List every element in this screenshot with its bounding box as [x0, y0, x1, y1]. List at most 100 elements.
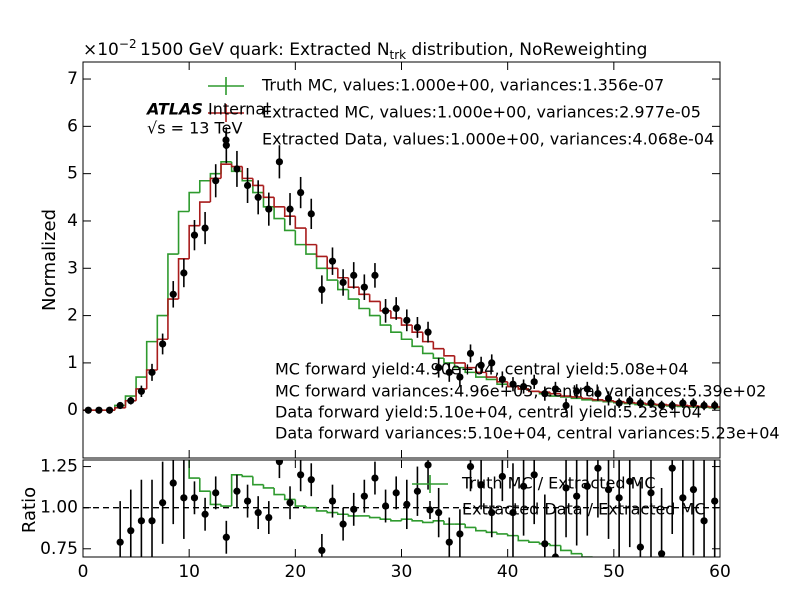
data-point: [254, 509, 262, 517]
data-point: [318, 285, 326, 294]
step-segment: [570, 396, 582, 398]
data-point: [212, 489, 220, 497]
step-segment: [347, 277, 360, 289]
plot-area: [83, 127, 720, 414]
data-point: [286, 499, 294, 507]
step-segment: [156, 338, 168, 370]
step-segment: [262, 484, 275, 489]
data-point: [541, 390, 549, 398]
data-point: [116, 401, 124, 410]
step-segment: [635, 570, 646, 573]
data-point: [573, 387, 581, 395]
data-point: [297, 471, 305, 479]
data-point: [318, 546, 326, 555]
data-point: [201, 510, 209, 518]
step-segment: [475, 367, 487, 374]
step-segment: [421, 332, 434, 343]
step-segment: [358, 299, 370, 310]
step-segment: [168, 442, 179, 454]
data-point: [381, 502, 390, 510]
step-segment: [262, 185, 275, 199]
step-segment: [179, 442, 190, 457]
data-point: [498, 375, 506, 384]
y-tick-label: 0: [67, 400, 78, 420]
legend-label: Extracted Data, values:1.000e+00, varian…: [262, 130, 714, 149]
data-point: [169, 479, 177, 487]
step-segment: [411, 339, 423, 348]
step-segment: [678, 583, 689, 586]
data-point: [626, 477, 634, 485]
step-segment: [294, 230, 306, 246]
data-point: [254, 193, 262, 201]
step-segment: [177, 258, 190, 300]
data-point: [307, 476, 315, 484]
data-point: [509, 380, 517, 388]
data-point: [201, 224, 209, 232]
data-point: [265, 513, 273, 522]
data-point: [573, 492, 581, 500]
data-point: [212, 177, 220, 185]
data-point: [551, 553, 560, 557]
x-tick-label: 0: [78, 562, 89, 582]
step-segment: [241, 166, 253, 180]
offset-exponent: −2: [119, 37, 137, 51]
step-segment: [432, 520, 444, 523]
step-segment: [326, 268, 338, 281]
y-tick-label: 1.25: [40, 457, 78, 477]
step-segment: [230, 473, 243, 507]
step-segment: [294, 499, 306, 507]
data-point: [466, 349, 475, 358]
data-point: [519, 382, 528, 391]
step-segment: [656, 577, 667, 580]
data-point: [243, 497, 252, 505]
step-segment: [559, 393, 572, 397]
step-segment: [443, 348, 455, 357]
data-point: [275, 158, 284, 166]
legend-marker: [222, 136, 230, 144]
data-point: [530, 471, 538, 479]
step-segment: [570, 550, 582, 555]
data-point: [700, 517, 708, 525]
title-part: 1500 GeV quark: Extracted N: [140, 40, 390, 60]
step-segment: [453, 355, 466, 364]
data-point: [551, 385, 560, 393]
step-segment: [220, 163, 232, 179]
data-point: [265, 205, 273, 213]
step-segment: [709, 593, 720, 596]
offset-label: ×10−2: [83, 37, 137, 61]
annotation: √s = 13 TeV: [147, 119, 242, 138]
annotation: Data forward yield:5.10e+04, central yie…: [275, 403, 702, 422]
step-segment: [145, 340, 158, 378]
step-segment: [549, 543, 561, 547]
x-tick-label: 20: [285, 562, 307, 582]
chart-title: 1500 GeV quark: Extracted Ntrk distribut…: [140, 40, 647, 62]
step-segment: [443, 520, 455, 525]
data-point: [711, 401, 719, 410]
data-point: [127, 397, 135, 405]
step-segment: [400, 332, 413, 341]
data-point: [658, 401, 666, 410]
data-point: [679, 494, 687, 502]
data-point: [700, 401, 708, 410]
step-segment: [347, 514, 360, 517]
data-point: [371, 474, 379, 482]
data-point: [159, 340, 167, 348]
data-point: [509, 509, 517, 517]
y-axis-label: Normalized: [39, 209, 60, 311]
step-segment: [368, 308, 381, 317]
data-point: [222, 533, 230, 541]
data-point: [435, 364, 443, 372]
step-segment: [368, 294, 381, 303]
legend-label: Extracted MC, values:1.000e+00, variance…: [262, 103, 701, 122]
step-segment: [241, 474, 253, 478]
plot-area: [83, 417, 720, 596]
step-segment: [559, 545, 572, 552]
data-point: [477, 481, 485, 489]
data-point: [583, 482, 591, 490]
data-point: [350, 271, 358, 279]
step-segment: [136, 417, 147, 425]
x-tick-label: 50: [603, 562, 625, 582]
step-segment: [156, 314, 168, 342]
data-point: [350, 505, 358, 513]
x-tick-label: 30: [391, 562, 413, 582]
